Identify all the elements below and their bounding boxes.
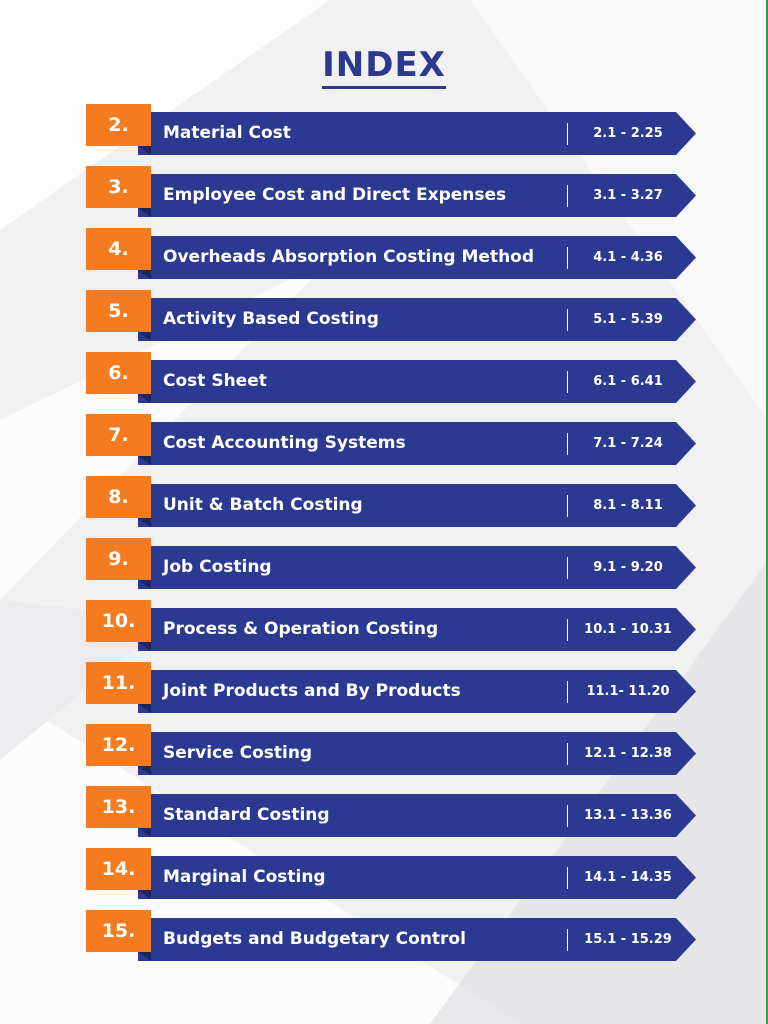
entry-number: 4. [86, 228, 151, 279]
entry-title: Job Costing [163, 557, 272, 577]
entry-separator [567, 805, 568, 827]
index-entry[interactable]: 2. Material Cost 2.1 - 2.25 [0, 104, 768, 162]
entry-pages: 9.1 - 9.20 [593, 560, 663, 575]
entry-banner [138, 112, 696, 155]
index-entry[interactable]: 12. Service Costing 12.1 - 12.38 [0, 724, 768, 782]
entry-pages: 7.1 - 7.24 [593, 436, 663, 451]
entry-title: Budgets and Budgetary Control [163, 929, 466, 949]
index-entry[interactable]: 15. Budgets and Budgetary Control 15.1 -… [0, 910, 768, 968]
entry-separator [567, 247, 568, 269]
entry-separator [567, 681, 568, 703]
entry-banner [138, 546, 696, 589]
entry-title: Overheads Absorption Costing Method [163, 247, 535, 267]
entry-separator [567, 123, 568, 145]
index-entry[interactable]: 3. Employee Cost and Direct Expenses 3.1… [0, 166, 768, 224]
index-title: INDEX [322, 44, 446, 89]
entry-pages: 14.1 - 14.35 [584, 870, 672, 885]
entry-number: 11. [86, 662, 151, 713]
entry-separator [567, 495, 568, 517]
entry-banner [138, 174, 696, 217]
entry-banner [138, 608, 696, 651]
entry-pages: 4.1 - 4.36 [593, 250, 663, 265]
entry-title: Unit & Batch Costing [163, 495, 363, 515]
entry-banner [138, 236, 696, 279]
entry-pages: 2.1 - 2.25 [593, 126, 663, 141]
index-entry[interactable]: 10. Process & Operation Costing 10.1 - 1… [0, 600, 768, 658]
entry-title: Cost Sheet [163, 371, 267, 391]
index-entry[interactable]: 4. Overheads Absorption Costing Method 4… [0, 228, 768, 286]
entry-number: 12. [86, 724, 151, 775]
index-entry[interactable]: 14. Marginal Costing 14.1 - 14.35 [0, 848, 768, 906]
entry-title: Cost Accounting Systems [163, 433, 406, 453]
index-entry[interactable]: 7. Cost Accounting Systems 7.1 - 7.24 [0, 414, 768, 472]
entry-separator [567, 433, 568, 455]
entry-number: 2. [86, 104, 151, 155]
entry-pages: 11.1- 11.20 [586, 684, 670, 699]
index-entry[interactable]: 6. Cost Sheet 6.1 - 6.41 [0, 352, 768, 410]
entry-banner [138, 484, 696, 527]
entry-pages: 6.1 - 6.41 [593, 374, 663, 389]
entry-separator [567, 867, 568, 889]
entry-title: Marginal Costing [163, 867, 326, 887]
entry-separator [567, 929, 568, 951]
entry-title: Material Cost [163, 123, 291, 143]
entry-title: Joint Products and By Products [163, 681, 461, 701]
entry-number: 15. [86, 910, 151, 961]
entry-title: Employee Cost and Direct Expenses [163, 185, 507, 205]
entry-title: Activity Based Costing [163, 309, 379, 329]
entry-banner [138, 670, 696, 713]
entry-separator [567, 185, 568, 207]
entry-number: 5. [86, 290, 151, 341]
entry-banner [138, 794, 696, 837]
entry-separator [567, 309, 568, 331]
index-entry[interactable]: 5. Activity Based Costing 5.1 - 5.39 [0, 290, 768, 348]
entry-separator [567, 371, 568, 393]
entry-banner [138, 360, 696, 403]
entry-number: 3. [86, 166, 151, 217]
entry-separator [567, 557, 568, 579]
entry-banner [138, 422, 696, 465]
entry-banner [138, 732, 696, 775]
entry-number: 13. [86, 786, 151, 837]
entry-number: 8. [86, 476, 151, 527]
index-heading: INDEX [0, 44, 768, 89]
entry-separator [567, 743, 568, 765]
index-entry[interactable]: 11. Joint Products and By Products 11.1-… [0, 662, 768, 720]
entry-title: Service Costing [163, 743, 313, 763]
index-entry[interactable]: 9. Job Costing 9.1 - 9.20 [0, 538, 768, 596]
entry-number: 7. [86, 414, 151, 465]
entry-pages: 10.1 - 10.31 [584, 622, 672, 637]
entry-banner [138, 856, 696, 899]
entry-banner [138, 298, 696, 341]
entry-banner [138, 918, 696, 961]
entry-title: Process & Operation Costing [163, 619, 439, 639]
entry-pages: 12.1 - 12.38 [584, 746, 672, 761]
index-entry[interactable]: 13. Standard Costing 13.1 - 13.36 [0, 786, 768, 844]
entry-number: 6. [86, 352, 151, 403]
entry-separator [567, 619, 568, 641]
entry-pages: 13.1 - 13.36 [584, 808, 672, 823]
entry-number: 9. [86, 538, 151, 589]
entry-pages: 3.1 - 3.27 [593, 188, 663, 203]
entry-pages: 5.1 - 5.39 [593, 312, 663, 327]
right-edge-stripe [766, 0, 768, 1024]
index-entry[interactable]: 8. Unit & Batch Costing 8.1 - 8.11 [0, 476, 768, 534]
entry-pages: 15.1 - 15.29 [584, 932, 672, 947]
entry-number: 10. [86, 600, 151, 651]
entry-number: 14. [86, 848, 151, 899]
entry-pages: 8.1 - 8.11 [593, 498, 663, 513]
entry-title: Standard Costing [163, 805, 330, 825]
